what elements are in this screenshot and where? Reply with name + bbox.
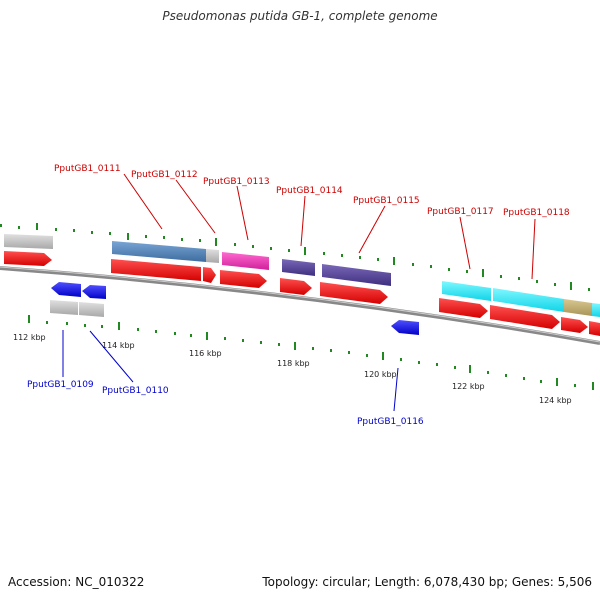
feature-grey-0112: [206, 249, 219, 263]
feature-purple-0114: [282, 259, 315, 276]
feature-khaki: [564, 299, 592, 316]
leader-line: [175, 179, 216, 234]
ruler-label: 122 kbp: [452, 382, 485, 391]
upper-tick-track: [0, 223, 590, 291]
feature-cyan-edge: [592, 303, 600, 317]
forward-cds-row: [4, 251, 600, 336]
feature-cyan-0118: [493, 288, 564, 312]
ruler-label: 116 kbp: [189, 349, 222, 358]
ruler-label: 118 kbp: [277, 359, 310, 368]
feature-pink-0113: [222, 252, 269, 270]
feature-cyan-0117: [442, 281, 491, 301]
reverse-cds-row: [51, 282, 419, 335]
cds-forward: [439, 298, 488, 318]
cds-forward: [561, 317, 588, 333]
leader-line: [531, 218, 536, 280]
gene-label[interactable]: PputGB1_0117: [427, 207, 494, 217]
gene-label[interactable]: PputGB1_0113: [203, 177, 270, 187]
ruler-label: 112 kbp: [13, 333, 46, 342]
feature-row-top: [4, 234, 600, 317]
cds-forward: [4, 251, 52, 266]
leader-line: [358, 205, 386, 254]
ruler-label: 114 kbp: [102, 341, 135, 350]
forward-gene-labels: [123, 173, 536, 280]
feature-grey-0110: [79, 302, 104, 317]
ruler-label: 120 kbp: [364, 370, 397, 379]
cds-forward: [320, 282, 388, 304]
lower-tick-track: [28, 315, 594, 390]
genome-backbone: [0, 266, 600, 345]
cds-reverse: [51, 282, 81, 297]
accession-text: Accession: NC_010322: [8, 575, 145, 589]
gene-label[interactable]: PputGB1_0115: [353, 196, 420, 206]
leader-line: [123, 173, 163, 230]
feature-purple-0115: [322, 264, 391, 286]
ruler-label: 124 kbp: [539, 396, 572, 405]
gene-label[interactable]: PputGB1_0112: [131, 170, 198, 180]
cds-reverse: [391, 320, 419, 335]
gene-label[interactable]: PputGB1_0114: [276, 186, 343, 196]
gene-label[interactable]: PputGB1_0118: [503, 208, 570, 218]
feature-steel-0111: [112, 241, 206, 262]
genome-summary-text: Topology: circular; Length: 6,078,430 bp…: [262, 575, 592, 589]
cds-forward: [203, 267, 216, 283]
gene-label[interactable]: PputGB1_0110: [102, 386, 169, 396]
leader-line: [236, 185, 249, 241]
cds-forward: [490, 305, 560, 329]
gene-label[interactable]: PputGB1_0109: [27, 380, 94, 390]
cds-forward: [280, 278, 312, 295]
leader-line: [300, 195, 306, 247]
leader-line: [89, 330, 134, 383]
gene-label[interactable]: PputGB1_0116: [357, 417, 424, 427]
feature-grey-left: [4, 234, 53, 249]
leader-line: [393, 367, 399, 412]
cds-forward: [220, 270, 267, 288]
ruler-labels: 112 kbp 114 kbp 116 kbp 118 kbp 120 kbp …: [13, 333, 572, 405]
map-title: Pseudomonas putida GB-1, complete genome: [162, 9, 438, 23]
reverse-gene-labels: [62, 330, 399, 412]
cds-reverse: [82, 285, 106, 299]
feature-grey-0109: [50, 300, 78, 315]
feature-row-bottom: [50, 300, 104, 317]
gene-label[interactable]: PputGB1_0111: [54, 164, 121, 174]
leader-line: [459, 216, 471, 270]
cds-forward: [111, 259, 201, 281]
cds-forward: [589, 321, 600, 336]
